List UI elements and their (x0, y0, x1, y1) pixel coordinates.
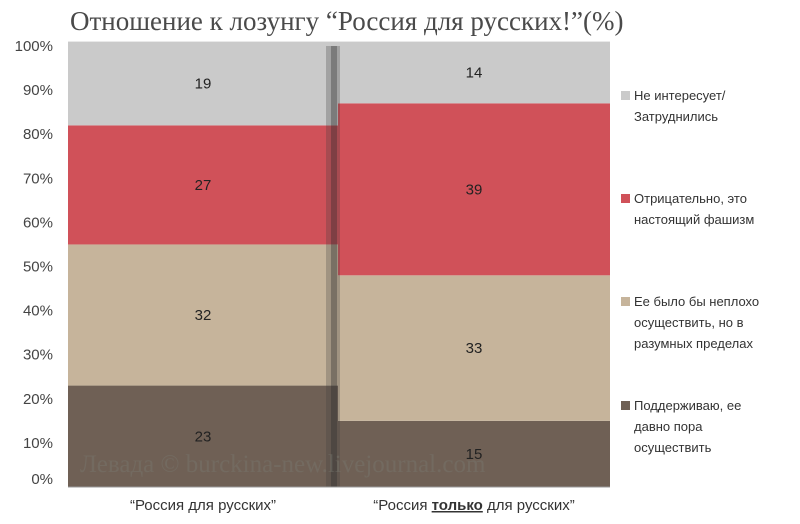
y-axis: 0% 10% 20% 30% 40% 50% 60% 70% 80% 90% 100% (15, 38, 53, 488)
legend-label: Ее было бы неплохо (634, 294, 759, 309)
legend-label: Отрицательно, это (634, 191, 747, 206)
divider-line (331, 46, 337, 487)
category-label-part: “Россия (373, 497, 431, 514)
bar-segment (68, 41, 338, 126)
bar-divider (326, 46, 340, 487)
x-axis: “Россия для русских” “Россия только для р… (68, 486, 610, 514)
y-tick-label: 20% (23, 391, 53, 408)
legend-label: осуществить (634, 440, 712, 455)
legend-swatch (621, 194, 630, 203)
data-label: 33 (466, 340, 483, 357)
divider-shadow (326, 46, 340, 487)
legend-swatch (621, 401, 630, 410)
legend-label: Не интересует/ (634, 88, 726, 103)
category-label: “Россия только для русских” (373, 497, 574, 514)
bar-segment (338, 275, 610, 421)
legend-label: Поддерживаю, ее (634, 398, 741, 413)
category-label-part: “Россия для русских” (130, 497, 276, 514)
y-tick-label: 80% (23, 126, 53, 143)
legend-label: давно пора (634, 419, 703, 434)
bar-segment (338, 103, 610, 276)
bar-segment (338, 41, 610, 104)
category-label-part: для русских” (483, 497, 575, 514)
legend-label: настоящий фашизм (634, 212, 754, 227)
y-tick-label: 60% (23, 214, 53, 231)
bars (68, 41, 610, 487)
legend-label: разумных пределах (634, 336, 753, 351)
bar-segment (68, 385, 338, 487)
data-label: 27 (195, 177, 212, 194)
y-tick-label: 10% (23, 435, 53, 452)
data-label: 32 (195, 307, 212, 324)
bar-segment (68, 125, 338, 245)
legend-swatch (621, 297, 630, 306)
legend-label: Затруднились (634, 109, 718, 124)
legend-swatch (621, 91, 630, 100)
bar-segment (338, 420, 610, 487)
bar-segment (68, 244, 338, 386)
chart-title: Отношение к лозунгу “Россия для русских!… (70, 6, 624, 36)
y-tick-label: 90% (23, 82, 53, 99)
y-tick-label: 70% (23, 170, 53, 187)
y-tick-label: 40% (23, 303, 53, 320)
y-tick-label: 0% (31, 471, 53, 488)
legend: Не интересует/Затруднились Отрицательно, … (621, 88, 759, 455)
y-tick-label: 30% (23, 347, 53, 364)
category-label-emphasis: только (432, 497, 483, 514)
data-label: 19 (195, 75, 212, 92)
watermark: Левада © burckina-new.livejournal.com (80, 451, 486, 478)
legend-label: осуществить, но в (634, 315, 744, 330)
data-label: 14 (466, 64, 483, 81)
category-label: “Россия для русских” (130, 497, 276, 514)
data-label: 23 (195, 428, 212, 445)
data-label: 39 (466, 181, 483, 198)
value-labels: 23 32 27 19 15 33 39 14 (195, 64, 483, 462)
y-tick-label: 100% (15, 38, 53, 55)
data-label: 15 (466, 446, 483, 463)
y-tick-label: 50% (23, 259, 53, 276)
